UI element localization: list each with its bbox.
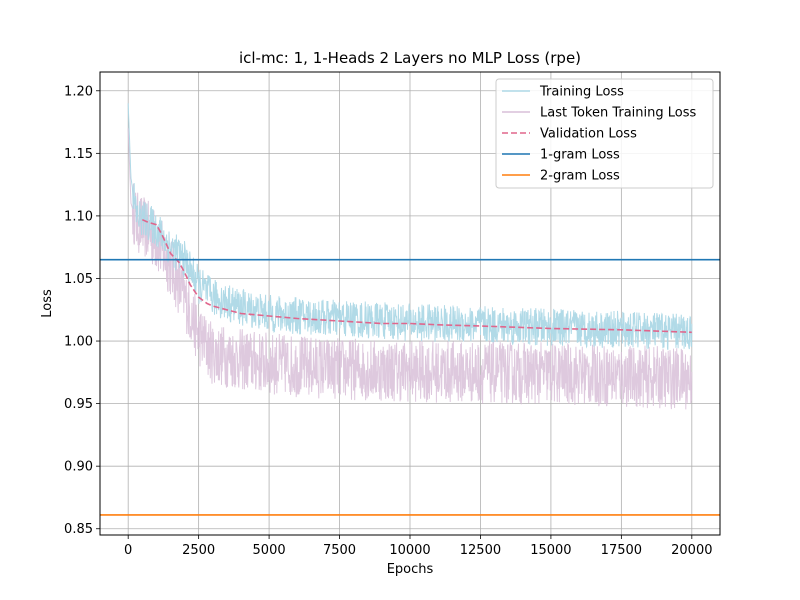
chart-title: icl-mc: 1, 1-Heads 2 Layers no MLP Loss …	[239, 49, 581, 67]
x-tick-label: 10000	[389, 543, 430, 558]
y-tick-label: 1.10	[64, 209, 93, 224]
y-tick-label: 1.00	[64, 335, 93, 350]
x-tick-label: 12500	[460, 543, 501, 558]
legend-box	[495, 78, 714, 189]
x-axis-label: Epochs	[387, 562, 434, 577]
y-tick-label: 0.85	[64, 522, 93, 537]
legend-label-training-loss: Training Loss	[539, 85, 624, 100]
y-tick-label: 1.20	[64, 84, 93, 99]
x-tick-label: 0	[124, 543, 132, 558]
axis-ticks: 0 2500 5000 7500 10000 12500 15000 17500 20000 0.…	[64, 84, 712, 558]
training-lossline	[127, 103, 693, 350]
x-tick-label: 7500	[323, 543, 356, 558]
y-axis-label: Loss	[40, 289, 55, 318]
plot-series	[100, 103, 720, 516]
y-tick-label: 0.90	[64, 460, 93, 475]
validation-lossline	[141, 218, 692, 334]
y-tick-label: 1.05	[64, 272, 93, 287]
x-tick-label: 15000	[530, 543, 571, 558]
x-tick-label: 5000	[253, 543, 286, 558]
legend-label-validation-loss: Validation Loss	[540, 127, 637, 142]
x-tick-label: 2500	[182, 543, 215, 558]
legend-label-1-gram-loss: 1-gram Loss	[540, 148, 620, 163]
legend: Training Loss Last Token Training Loss Val…	[495, 78, 714, 189]
y-tick-label: 0.95	[64, 397, 93, 412]
last-token-training-lossline	[127, 128, 693, 410]
x-tick-label: 20000	[671, 543, 712, 558]
legend-label-2-gram-loss: 2-gram Loss	[540, 169, 620, 184]
y-tick-label: 1.15	[64, 147, 93, 162]
legend-label-last-token-training-loss: Last Token Training Loss	[540, 106, 697, 121]
x-tick-label: 17500	[601, 543, 642, 558]
